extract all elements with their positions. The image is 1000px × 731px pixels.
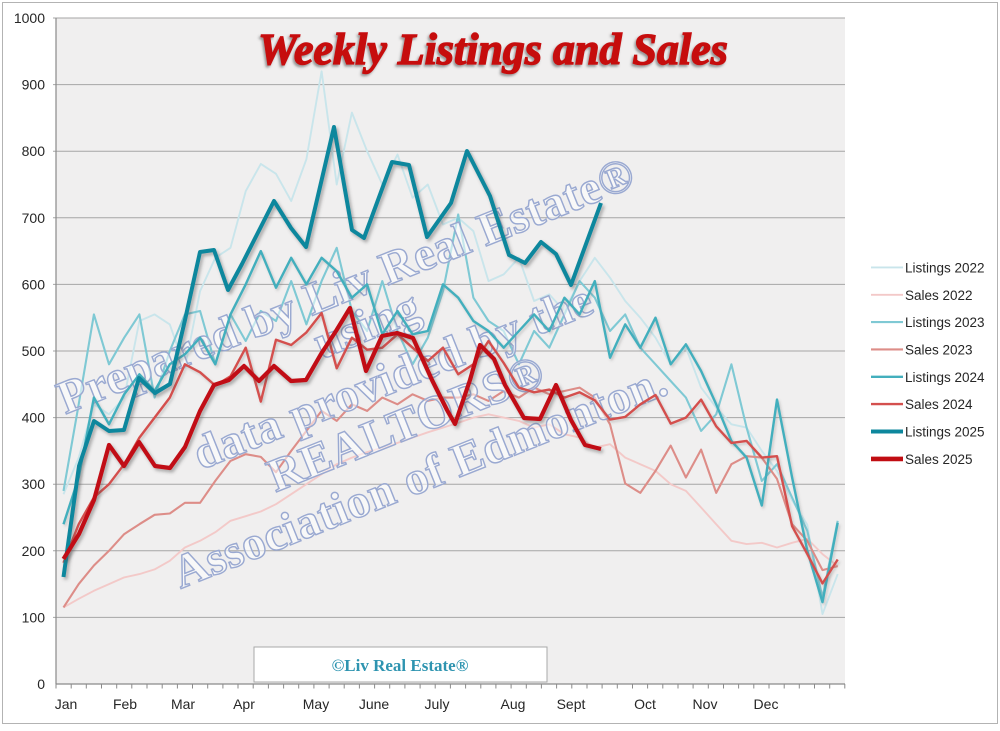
svg-text:400: 400 (22, 410, 46, 426)
svg-text:Listings 2025: Listings 2025 (905, 425, 985, 440)
svg-text:Listings 2024: Listings 2024 (905, 370, 985, 385)
svg-text:1000: 1000 (14, 10, 45, 26)
svg-text:900: 900 (22, 77, 46, 93)
svg-text:Sept: Sept (557, 696, 586, 712)
svg-text:June: June (359, 696, 390, 712)
svg-text:Listings 2022: Listings 2022 (905, 260, 985, 275)
svg-text:Dec: Dec (754, 696, 779, 712)
svg-text:Jan: Jan (55, 696, 78, 712)
svg-text:300: 300 (22, 476, 46, 492)
svg-text:Sales 2025: Sales 2025 (905, 452, 973, 467)
svg-text:Mar: Mar (171, 696, 195, 712)
svg-text:Sales 2024: Sales 2024 (905, 397, 973, 412)
svg-text:©Liv Real Estate®: ©Liv Real Estate® (332, 656, 469, 675)
svg-text:Apr: Apr (233, 696, 255, 712)
svg-text:Aug: Aug (501, 696, 526, 712)
svg-text:Feb: Feb (113, 696, 137, 712)
svg-text:Nov: Nov (693, 696, 718, 712)
svg-text:Oct: Oct (634, 696, 656, 712)
svg-text:500: 500 (22, 343, 46, 359)
svg-text:200: 200 (22, 543, 46, 559)
svg-text:700: 700 (22, 210, 46, 226)
svg-text:100: 100 (22, 609, 46, 625)
svg-text:Weekly Listings and Sales: Weekly Listings and Sales (258, 25, 728, 74)
svg-text:600: 600 (22, 276, 46, 292)
svg-text:May: May (303, 696, 329, 712)
svg-text:Sales 2023: Sales 2023 (905, 342, 973, 357)
svg-text:800: 800 (22, 143, 46, 159)
svg-text:Listings 2023: Listings 2023 (905, 315, 985, 330)
svg-text:July: July (425, 696, 450, 712)
svg-text:Sales 2022: Sales 2022 (905, 288, 973, 303)
svg-text:0: 0 (37, 676, 45, 692)
